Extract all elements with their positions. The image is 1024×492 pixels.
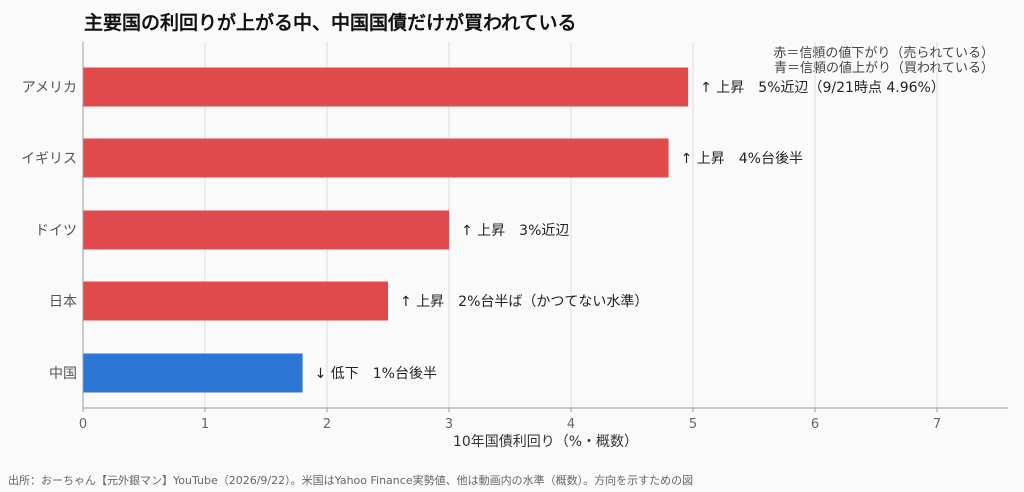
chart-title: 主要国の利回りが上がる中、中国国債だけが買われている: [84, 12, 577, 34]
x-tick-label: 1: [201, 417, 209, 432]
legend-entry-red: 赤＝信頼の値下がり（売られている）: [773, 46, 994, 61]
x-tick-label: 7: [933, 417, 941, 432]
bar-annotation: ↑ 上昇 5%近辺（9/21時点 4.96%）: [700, 80, 945, 96]
bar-annotation: ↑ 上昇 2%台半ば（かつてない水準）: [400, 294, 648, 310]
bar-1: [83, 138, 669, 178]
bar-3: [83, 281, 388, 321]
x-tick-label: 5: [689, 417, 697, 432]
legend-entry-blue: 青＝信頼の値上がり（買われている）: [774, 61, 994, 76]
x-axis-title: 10年国債利回り（%・概数）: [453, 434, 638, 450]
x-tick-label: 2: [323, 417, 331, 432]
bar-annotation: ↑ 上昇 3%近辺: [461, 223, 569, 239]
bar-0: [83, 67, 689, 107]
category-label: 中国: [49, 366, 77, 382]
x-tick-label: 3: [445, 417, 453, 432]
bar-annotation: ↑ 上昇 4%台後半: [681, 151, 803, 167]
category-label: 日本: [49, 294, 77, 310]
chart-legend: 赤＝信頼の値下がり（売られている） 青＝信頼の値上がり（買われている）: [773, 46, 994, 76]
category-label: イギリス: [21, 151, 77, 167]
bar-annotation: ↓ 低下 1%台後半: [315, 366, 437, 382]
bar-2: [83, 210, 449, 250]
x-tick-label: 6: [811, 417, 819, 432]
category-label: ドイツ: [35, 223, 77, 239]
bar-4: [83, 353, 303, 393]
source-footnote: 出所：おーちゃん【元外銀マン】YouTube（2026/9/22）。米国はYah…: [8, 474, 694, 487]
x-tick-label: 4: [567, 417, 575, 432]
category-label: アメリカ: [22, 80, 77, 96]
x-tick-label: 0: [79, 417, 87, 432]
